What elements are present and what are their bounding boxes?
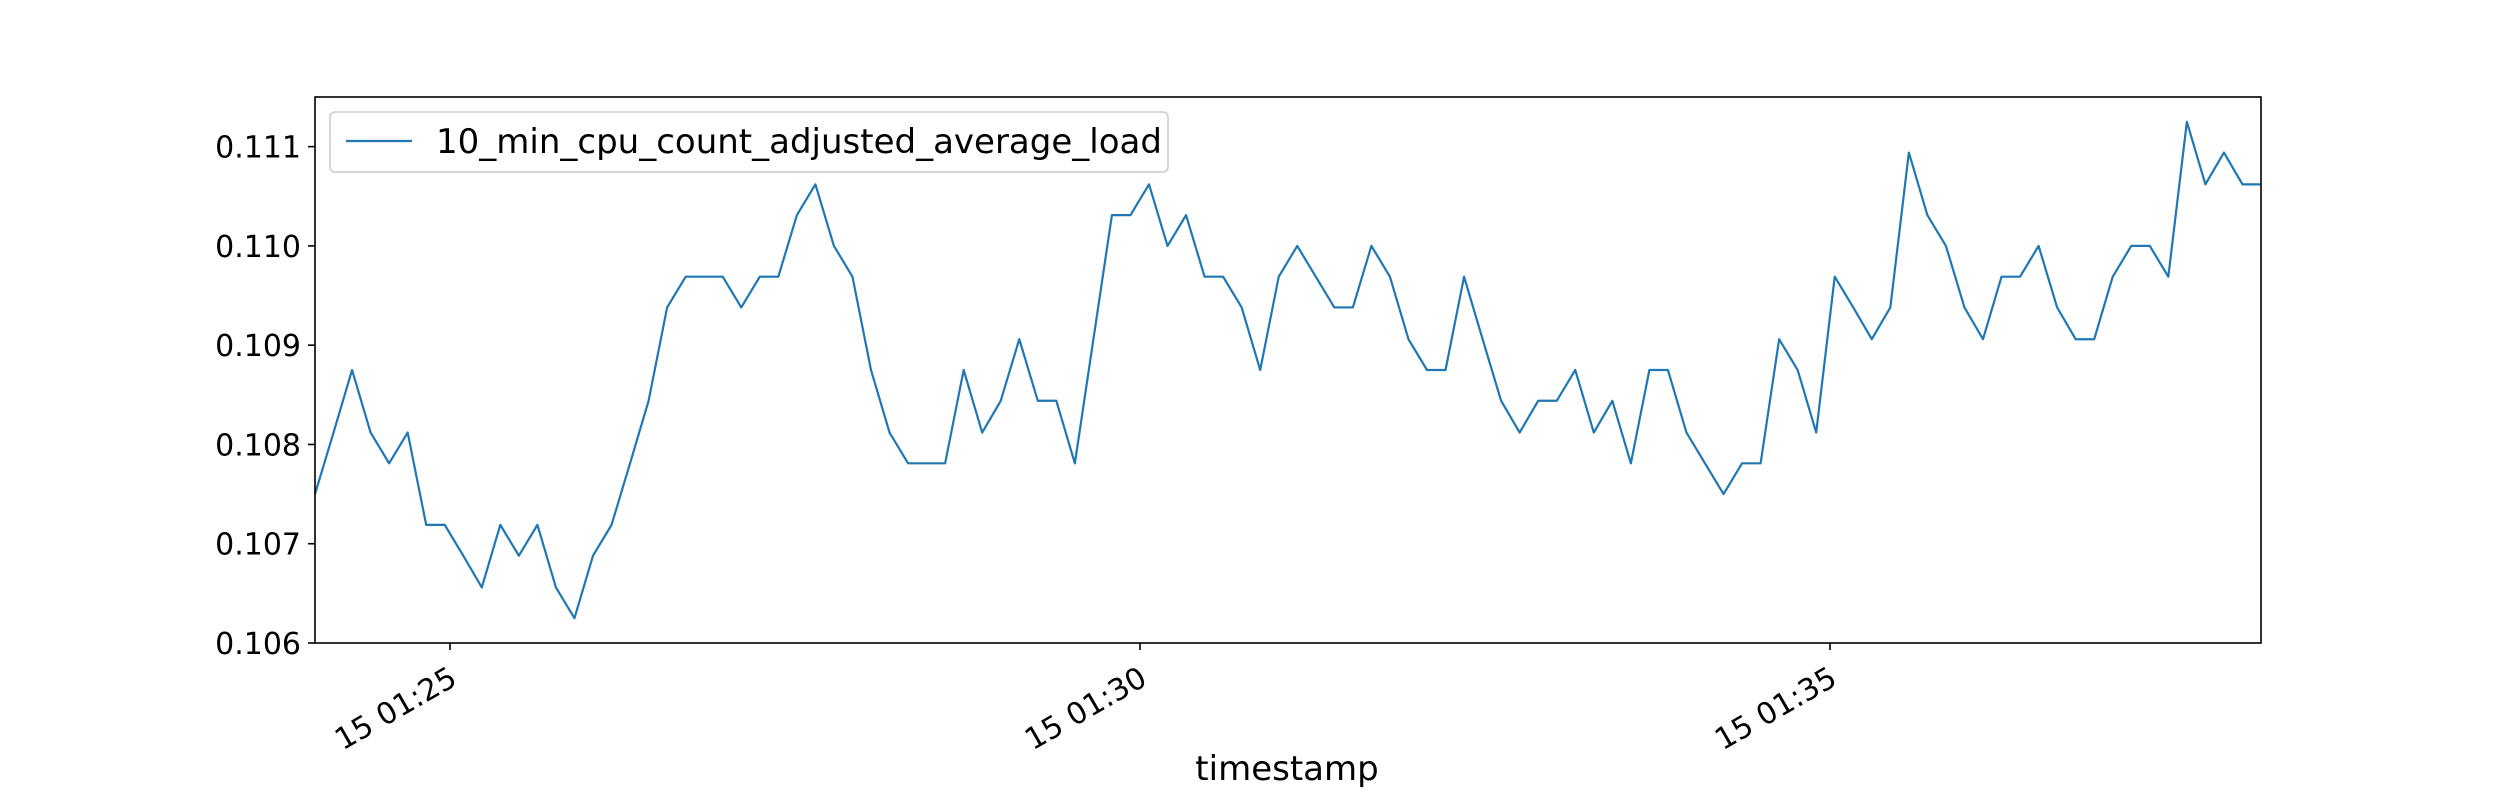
y-axis: 0.106 0.107 0.108 0.109 0.110 0.111: [215, 131, 315, 662]
x-tick-label: 15 01:30: [1019, 660, 1153, 757]
legend-box: [329, 111, 1169, 173]
legend-entry: 10_min_cpu_count_adjusted_average_load: [436, 122, 1162, 162]
legend: 10_min_cpu_count_adjusted_average_load: [329, 111, 1169, 173]
y-tick-label: 0.109: [215, 329, 301, 364]
y-tick-label: 0.107: [215, 528, 301, 563]
y-tick-label: 0.110: [215, 230, 301, 265]
plot-area: [315, 97, 2261, 643]
plot-frame: [314, 96, 2262, 644]
series-line: [313, 120, 2261, 620]
y-tick-label: 0.108: [215, 428, 301, 463]
x-tick-label: 15 01:25: [329, 660, 463, 757]
x-axis: 15 01:25 15 01:30 15 01:35: [329, 643, 1843, 758]
y-tick-label: 0.111: [215, 131, 301, 166]
x-tick-label: 15 01:35: [1709, 660, 1843, 757]
y-tick-label: 0.106: [215, 627, 301, 662]
x-axis-label: timestamp: [1195, 749, 1378, 789]
